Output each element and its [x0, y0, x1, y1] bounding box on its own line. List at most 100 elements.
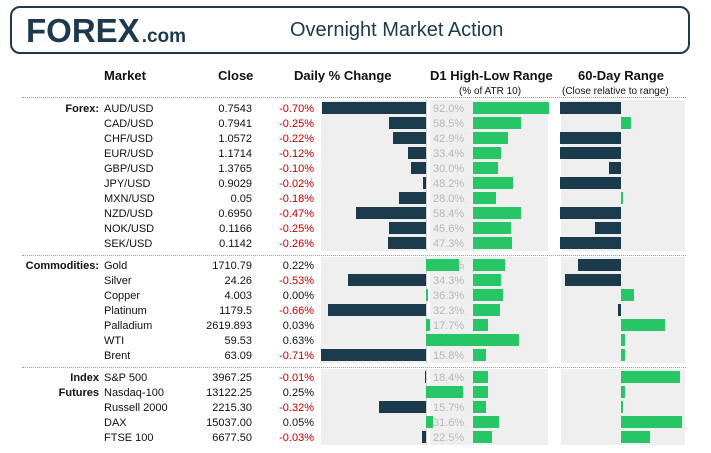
market-name: Platinum	[104, 305, 147, 317]
close-value: 24.26	[224, 275, 252, 287]
range-60day-bar	[621, 431, 650, 443]
market-name: Gold	[104, 260, 128, 272]
range-60day-bar	[594, 222, 621, 234]
atr-value: 58.5%	[433, 118, 465, 130]
range-60day-bar	[560, 102, 621, 114]
d1-range-bar	[473, 416, 500, 428]
daily-change-bar	[356, 207, 426, 219]
logo-main: FOREX	[26, 12, 140, 49]
close-value: 1.3765	[218, 163, 252, 175]
column-header-daily-change: Daily % Change	[294, 68, 392, 83]
daily-change-bar	[426, 259, 459, 271]
range-60day-bar	[621, 371, 680, 383]
range-60day-bar	[560, 177, 621, 189]
close-value: 13122.25	[206, 387, 252, 399]
group-label: Index	[70, 372, 99, 384]
range-60day-bar	[564, 274, 621, 286]
close-value: 1.1714	[218, 148, 252, 160]
d1-range-bar	[473, 401, 486, 413]
market-name: JPY/USD	[104, 178, 151, 190]
daily-change-bar	[408, 147, 426, 159]
daily-change-bar	[426, 334, 520, 346]
d1-range-bar	[473, 431, 492, 443]
d1-range-bar	[473, 237, 513, 249]
market-name: NOK/USD	[104, 223, 155, 235]
daily-change-value: 0.03%	[282, 320, 314, 332]
close-value: 0.1142	[219, 238, 252, 250]
daily-change-value: -0.26%	[279, 238, 314, 250]
daily-change-value: 0.00%	[282, 290, 314, 302]
daily-change-bar	[411, 162, 426, 174]
atr-value: 18.4%	[433, 372, 465, 384]
daily-change-bar	[387, 237, 426, 249]
atr-value: 92.0%	[433, 103, 465, 115]
atr-value: 15.8%	[433, 350, 465, 362]
daily-change-value: 0.22%	[282, 260, 314, 272]
market-name: AUD/USD	[104, 103, 154, 115]
atr-value: 33.4%	[433, 148, 465, 160]
daily-change-bar	[389, 117, 426, 129]
daily-change-bar	[426, 319, 431, 331]
market-name: Brent	[104, 350, 131, 362]
title-banner: FOREX .com Overnight Market Action	[10, 6, 690, 54]
d1-range-bar	[473, 349, 487, 361]
range-60day-bar	[621, 401, 624, 413]
column-subheader-d1-range: (% of ATR 10)	[459, 86, 522, 97]
range-60day-bar	[621, 386, 626, 398]
daily-change-value: -0.22%	[279, 133, 314, 145]
daily-change-bar	[393, 132, 426, 144]
d1-range-bar	[473, 207, 522, 219]
daily-change-value: -0.02%	[279, 178, 314, 190]
atr-value: 48.2%	[433, 178, 465, 190]
daily-change-value: -0.25%	[279, 223, 314, 235]
market-name: CHF/USD	[104, 133, 153, 145]
close-value: 0.9029	[218, 178, 252, 190]
d1-range-bar	[473, 334, 486, 346]
atr-value: 17.7%	[433, 320, 465, 332]
group-label: Commodities:	[25, 260, 99, 272]
group-label: Futures	[58, 387, 99, 399]
daily-change-bar	[424, 371, 426, 383]
daily-change-bar	[389, 222, 426, 234]
daily-change-value: -0.10%	[279, 163, 314, 175]
logo-suffix: .com	[141, 26, 187, 47]
market-name: Russell 2000	[104, 402, 168, 414]
column-subheader-60day-range: (Close relative to range)	[562, 86, 669, 97]
atr-value: 30.0%	[433, 163, 465, 175]
column-header-d1-range: D1 High-Low Range	[430, 68, 553, 83]
atr-value: 36.3%	[433, 290, 465, 302]
d1-range-bar	[473, 132, 509, 144]
d1-range-bar	[473, 192, 497, 204]
market-name: S&P 500	[104, 372, 148, 384]
close-value: 59.53	[224, 335, 252, 347]
d1-range-bar	[473, 274, 502, 286]
range-60day-bar	[560, 147, 621, 159]
close-value: 0.05	[230, 193, 252, 205]
close-value: 1179.5	[219, 305, 252, 317]
daily-change-value: -0.01%	[279, 372, 314, 384]
daily-change-axis	[426, 100, 427, 251]
daily-change-value: 0.05%	[282, 417, 314, 429]
atr-value: 31.6%	[433, 417, 465, 429]
daily-change-bar	[322, 102, 426, 114]
daily-change-bar	[421, 431, 426, 443]
d1-range-bar	[473, 177, 513, 189]
range-60day-bar	[560, 237, 621, 249]
range-60day-bar	[560, 207, 621, 219]
close-value: 1710.79	[212, 260, 252, 272]
daily-change-bar	[347, 274, 426, 286]
close-value: 2619.893	[206, 320, 252, 332]
market-name: WTI	[104, 335, 125, 347]
daily-change-bar	[321, 349, 426, 361]
range-60day-bar	[621, 416, 682, 428]
d1-range-bar	[473, 147, 501, 159]
market-name: MXN/USD	[104, 193, 155, 205]
daily-change-bar	[328, 304, 426, 316]
d1-range-bar	[473, 371, 489, 383]
daily-change-value: 0.25%	[282, 387, 314, 399]
daily-change-value: -0.70%	[279, 103, 314, 115]
daily-change-value: -0.03%	[279, 432, 314, 444]
atr-value: 15.7%	[433, 402, 465, 414]
market-name: DAX	[104, 417, 127, 429]
forex-logo: FOREX .com	[26, 14, 186, 54]
